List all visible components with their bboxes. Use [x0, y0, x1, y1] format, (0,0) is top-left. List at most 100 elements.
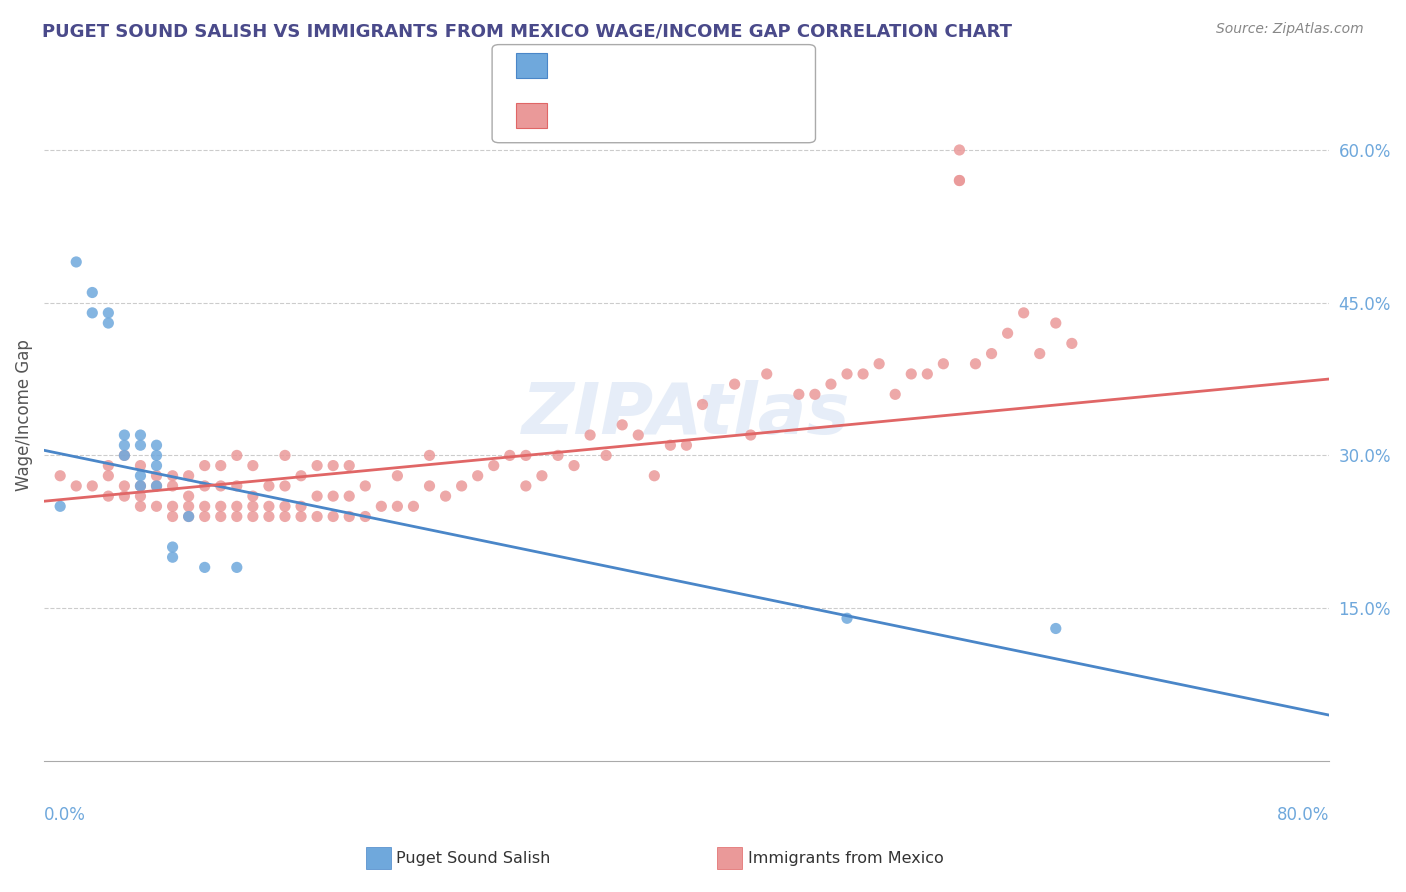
Point: [194, 560, 217, 574]
Point: [868, 357, 890, 371]
Point: [257, 479, 280, 493]
Point: [242, 489, 264, 503]
Point: [1012, 306, 1035, 320]
Point: [225, 509, 247, 524]
Point: [112, 438, 135, 452]
Text: Immigrants from Mexico: Immigrants from Mexico: [748, 851, 943, 865]
Text: -0.465: -0.465: [589, 58, 647, 72]
Point: [225, 500, 247, 514]
Point: [65, 479, 87, 493]
Point: [900, 367, 922, 381]
Text: 0.310: 0.310: [589, 108, 640, 122]
Point: [467, 468, 489, 483]
Point: [112, 428, 135, 442]
Text: PUGET SOUND SALISH VS IMMIGRANTS FROM MEXICO WAGE/INCOME GAP CORRELATION CHART: PUGET SOUND SALISH VS IMMIGRANTS FROM ME…: [42, 22, 1012, 40]
Point: [1045, 316, 1067, 330]
Point: [129, 489, 152, 503]
Point: [434, 489, 457, 503]
Point: [595, 449, 617, 463]
Point: [162, 479, 184, 493]
Point: [97, 489, 120, 503]
Point: [225, 479, 247, 493]
Point: [49, 468, 72, 483]
Point: [129, 468, 152, 483]
Text: N =: N =: [664, 58, 700, 72]
Point: [145, 458, 167, 473]
Point: [337, 489, 360, 503]
Point: [948, 143, 970, 157]
Point: [129, 479, 152, 493]
Point: [145, 468, 167, 483]
Text: Source: ZipAtlas.com: Source: ZipAtlas.com: [1216, 22, 1364, 37]
Point: [515, 449, 537, 463]
Point: [804, 387, 827, 401]
Point: [482, 458, 505, 473]
Point: [612, 417, 634, 432]
Point: [290, 468, 312, 483]
Point: [450, 479, 472, 493]
Point: [835, 367, 858, 381]
Point: [659, 438, 682, 452]
Point: [209, 479, 232, 493]
Point: [209, 500, 232, 514]
Point: [917, 367, 939, 381]
Point: [65, 255, 87, 269]
Point: [162, 550, 184, 565]
Point: [194, 479, 217, 493]
Point: [820, 377, 842, 392]
Point: [112, 449, 135, 463]
Point: [354, 509, 377, 524]
Point: [322, 489, 344, 503]
Text: 108: 108: [695, 108, 728, 122]
Point: [307, 509, 329, 524]
Point: [97, 306, 120, 320]
Text: 0.0%: 0.0%: [44, 805, 86, 824]
Point: [948, 173, 970, 187]
Point: [515, 479, 537, 493]
Point: [997, 326, 1019, 341]
Point: [129, 428, 152, 442]
Point: [1060, 336, 1083, 351]
Point: [643, 468, 665, 483]
Point: [225, 560, 247, 574]
Point: [402, 500, 425, 514]
Point: [129, 500, 152, 514]
Point: [97, 316, 120, 330]
Point: [307, 489, 329, 503]
Point: [209, 509, 232, 524]
Point: [547, 449, 569, 463]
Point: [692, 397, 714, 411]
Point: [852, 367, 875, 381]
Text: N =: N =: [664, 108, 700, 122]
Point: [562, 458, 585, 473]
Point: [145, 479, 167, 493]
Point: [835, 611, 858, 625]
Point: [145, 438, 167, 452]
Point: [948, 173, 970, 187]
Point: [274, 479, 297, 493]
Point: [307, 458, 329, 473]
Point: [274, 500, 297, 514]
Point: [755, 367, 778, 381]
Point: [82, 479, 104, 493]
Point: [530, 468, 553, 483]
Point: [274, 449, 297, 463]
Point: [322, 458, 344, 473]
Text: ZIPAtlas: ZIPAtlas: [522, 380, 851, 450]
Point: [162, 500, 184, 514]
Point: [579, 428, 602, 442]
Point: [82, 306, 104, 320]
Y-axis label: Wage/Income Gap: Wage/Income Gap: [15, 339, 32, 491]
Point: [162, 468, 184, 483]
Point: [627, 428, 650, 442]
Point: [177, 509, 200, 524]
Point: [162, 540, 184, 554]
Point: [932, 357, 955, 371]
Point: [242, 509, 264, 524]
Point: [257, 509, 280, 524]
Point: [499, 449, 522, 463]
Point: [337, 458, 360, 473]
Point: [740, 428, 762, 442]
Point: [225, 449, 247, 463]
Point: [787, 387, 810, 401]
